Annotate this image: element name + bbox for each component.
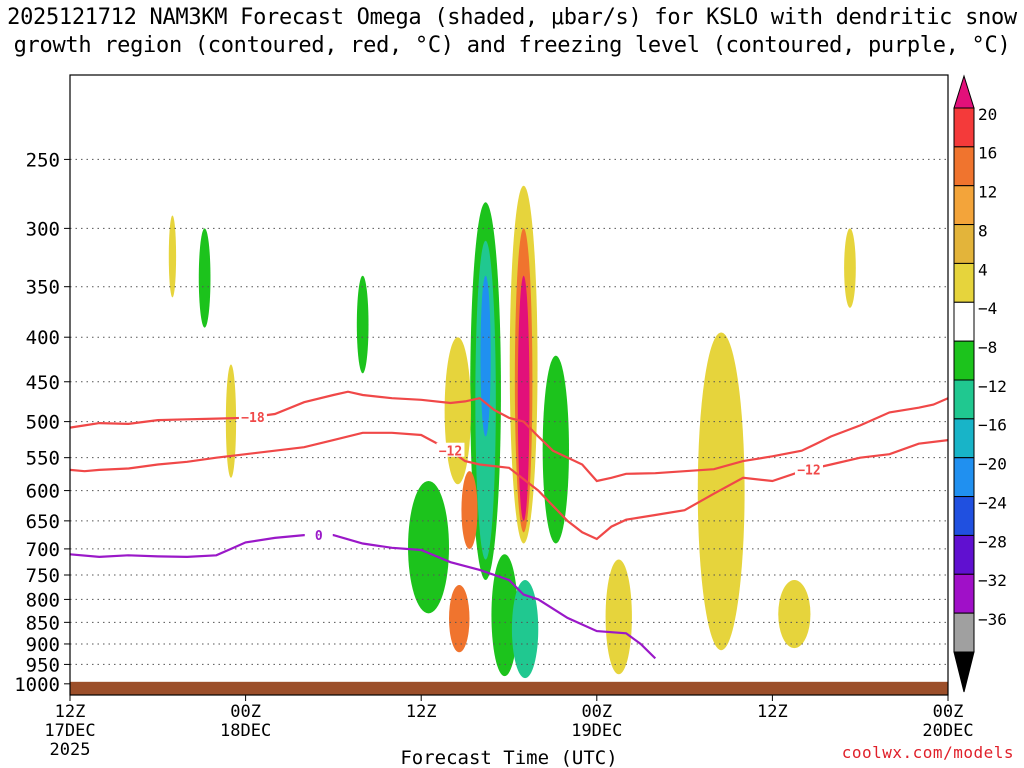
plot-frame bbox=[69, 74, 949, 696]
y-tick-label-400: 400 bbox=[26, 327, 60, 349]
colorbar-box-9 bbox=[953, 457, 975, 498]
omega-orange-low bbox=[449, 584, 470, 653]
omega-yellow-right bbox=[697, 332, 745, 651]
omega-right-green bbox=[542, 355, 569, 544]
colorbar-label-11: −28 bbox=[978, 532, 1007, 551]
x-axis-label: Forecast Time (UTC) bbox=[400, 747, 617, 768]
colorbar-label-7: −12 bbox=[978, 377, 1007, 396]
y-tick-label-450: 450 bbox=[26, 372, 60, 394]
colorbar-box-0 bbox=[953, 107, 975, 148]
x-tick-label-3-0: 00Z bbox=[581, 702, 612, 722]
colorbar-label-6: −8 bbox=[978, 338, 997, 357]
colorbar-box-1 bbox=[953, 146, 975, 187]
y-tick-label-650: 650 bbox=[26, 511, 60, 533]
colorbar-box-5 bbox=[953, 301, 975, 342]
colorbar-label-8: −16 bbox=[978, 416, 1007, 435]
y-tick-label-900: 900 bbox=[26, 634, 60, 656]
omega-yellow-mid bbox=[605, 559, 632, 675]
y-tick-label-850: 850 bbox=[26, 612, 60, 634]
colorbar-box-3 bbox=[953, 224, 975, 264]
colorbar: 20 16 12 8 4 −4 −8 −12 −16 −20 −24 −28 −32 −36 bbox=[953, 74, 1007, 693]
chart-title-line-1: 2025121712 NAM3KM Forecast Omega (shaded… bbox=[7, 5, 1017, 30]
colorbar-box-7 bbox=[953, 379, 975, 420]
terrain-fill bbox=[70, 681, 948, 695]
y-tick-label-300: 300 bbox=[26, 218, 60, 240]
y-tick-label-600: 600 bbox=[26, 481, 60, 503]
y-tick-label-750: 750 bbox=[26, 565, 60, 587]
contour-label-bg-dgz-lower-label bbox=[436, 442, 465, 457]
y-tick-label-500: 500 bbox=[26, 412, 60, 434]
contour-label-bg-dgz-lower bbox=[794, 461, 823, 476]
omega-left-tower-blue bbox=[480, 275, 491, 437]
x-tick-label-1-1: 18DEC bbox=[220, 721, 271, 741]
omega-shading-layer bbox=[168, 185, 856, 679]
terrain-layer bbox=[70, 681, 948, 695]
colorbar-box-13 bbox=[953, 612, 975, 653]
x-tick-label-0-0: 12Z bbox=[55, 702, 86, 722]
contour-dgz-upper bbox=[69, 390, 949, 483]
y-tick-label-950: 950 bbox=[26, 654, 60, 676]
colorbar-box-4 bbox=[953, 262, 975, 303]
colorbar-bottom-arrow bbox=[953, 651, 975, 693]
colorbar-box-8 bbox=[953, 418, 975, 459]
omega-center-tower-pink bbox=[517, 275, 530, 521]
contour-dgz-lower bbox=[69, 431, 949, 541]
y-tick-label-550: 550 bbox=[26, 448, 60, 470]
x-tick-label-4-0: 12Z bbox=[757, 702, 788, 722]
colorbar-box-12 bbox=[953, 573, 975, 614]
site-credit[interactable]: coolwx.com/models bbox=[841, 743, 1014, 762]
y-tick-label-250: 250 bbox=[26, 149, 60, 171]
omega-upper-green-a bbox=[356, 275, 369, 374]
x-tick-label-5-0: 00Z bbox=[933, 702, 964, 722]
y-tick-label-700: 700 bbox=[26, 539, 60, 561]
colorbar-label-4: 4 bbox=[978, 260, 988, 279]
colorbar-top-arrow bbox=[953, 74, 975, 109]
omega-upper-yellow-a bbox=[168, 215, 177, 298]
omega-upper-green-b bbox=[198, 228, 211, 328]
y-tick-label-1000: 1000 bbox=[14, 674, 60, 696]
y-tick-label-800: 800 bbox=[26, 589, 60, 611]
colorbar-label-2: 12 bbox=[978, 183, 997, 202]
colorbar-label-0: 20 bbox=[978, 105, 997, 124]
plot-border bbox=[69, 74, 949, 696]
x-tick-label-1-0: 00Z bbox=[230, 702, 261, 722]
omega-low-green-a bbox=[408, 481, 450, 614]
colorbar-label-1: 16 bbox=[978, 144, 997, 163]
contour-label-bg-dgz-upper bbox=[238, 408, 267, 423]
x-tick-label-3-1: 19DEC bbox=[571, 721, 622, 741]
x-tick-label-0-2: 2025 bbox=[50, 740, 91, 760]
colorbar-label-13: −36 bbox=[978, 610, 1007, 629]
contour-label-dgz-lower-label: −12 bbox=[439, 445, 462, 460]
colorbar-box-6 bbox=[953, 340, 975, 381]
omega-low-teal bbox=[511, 580, 539, 679]
contour-label-bg-freezing-level bbox=[304, 527, 333, 542]
colorbar-box-11 bbox=[953, 534, 975, 575]
colorbar-box-2 bbox=[953, 185, 975, 226]
omega-yellow-far-right bbox=[844, 228, 856, 308]
colorbar-box-10 bbox=[953, 496, 975, 536]
colorbar-label-12: −32 bbox=[978, 571, 1007, 590]
colorbar-label-9: −20 bbox=[978, 455, 1007, 474]
y-axis: 2503003504004505005506006507007508008509… bbox=[14, 149, 70, 696]
colorbar-label-5: −4 bbox=[978, 299, 997, 318]
x-tick-label-0-1: 17DEC bbox=[44, 721, 95, 741]
contour-label-dgz-lower: −12 bbox=[797, 464, 820, 479]
chart-title-line-2: growth region (contoured, red, °C) and f… bbox=[13, 33, 1011, 58]
y-tick-label-350: 350 bbox=[26, 277, 60, 299]
colorbar-label-10: −24 bbox=[978, 493, 1007, 512]
omega-orange-left bbox=[461, 471, 478, 549]
contour-label-dgz-upper: −18 bbox=[241, 411, 265, 426]
x-tick-label-2-0: 12Z bbox=[406, 702, 437, 722]
contour-layer: −18 −12 −12 0 bbox=[69, 390, 949, 660]
colorbar-label-3: 8 bbox=[978, 221, 988, 240]
contour-freezing-level bbox=[69, 534, 657, 660]
omega-low-green-b bbox=[491, 554, 518, 677]
contour-label-freezing-level: 0 bbox=[315, 529, 323, 544]
x-tick-label-5-1: 20DEC bbox=[922, 721, 973, 741]
omega-yellow-low-right bbox=[778, 580, 811, 649]
